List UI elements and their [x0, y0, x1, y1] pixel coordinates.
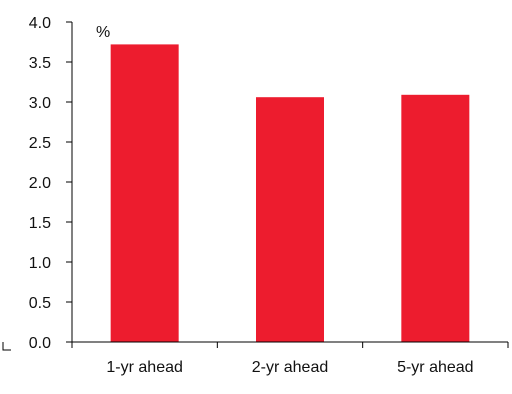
y-tick-label: 1.5	[29, 215, 51, 232]
bar-1-yr-ahead	[110, 44, 179, 343]
y-tick-label: 0.5	[29, 295, 51, 312]
bar-5-yr-ahead	[401, 94, 470, 342]
unit-label: %	[96, 24, 110, 41]
x-category-label: 1-yr ahead	[106, 359, 183, 376]
x-axis-labels: 1-yr ahead 2-yr ahead 5-yr ahead	[71, 342, 509, 376]
y-tick-label: 0.0	[29, 335, 51, 352]
y-axis-ticks: 0.0 0.5 1.0 1.5 2.0 2.5 3.0 3.5 4.0	[29, 15, 72, 352]
x-category-label: 5-yr ahead	[397, 359, 474, 376]
bars	[110, 44, 470, 343]
bar-2-yr-ahead	[256, 97, 324, 342]
y-tick-label: 2.0	[29, 175, 51, 192]
corner-mark-line	[2, 342, 11, 351]
corner-mark	[2, 342, 11, 351]
y-tick-label: 3.5	[29, 55, 51, 72]
x-category-label: 2-yr ahead	[252, 359, 329, 376]
y-tick-label: 3.0	[29, 95, 51, 112]
y-tick-label: 4.0	[29, 15, 51, 32]
y-tick-label: 2.5	[29, 135, 51, 152]
y-tick-label: 1.0	[29, 255, 51, 272]
